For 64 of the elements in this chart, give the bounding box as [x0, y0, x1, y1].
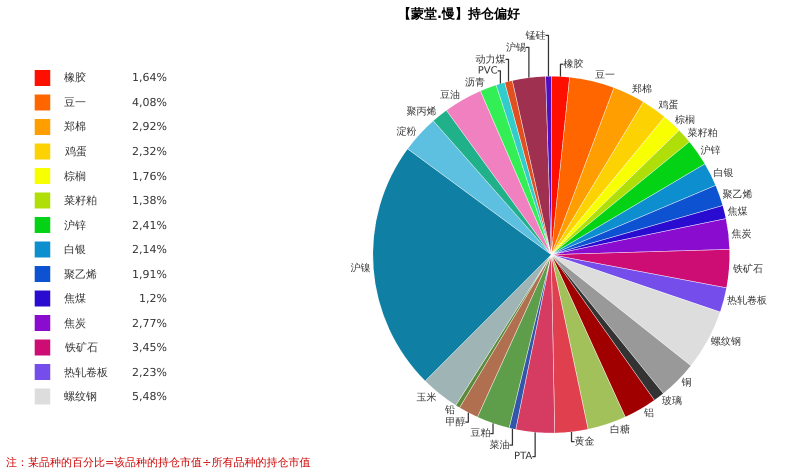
slice-label: 螺纹钢 [710, 336, 741, 348]
data-label: 1,91% [132, 268, 167, 281]
slice-label: 甲醇 [445, 416, 466, 428]
data-label: 5,48% [132, 390, 167, 403]
legend-label: 棕榈 [64, 170, 86, 183]
slice-label: 白糖 [610, 424, 630, 436]
slice-label: 菜油 [489, 439, 510, 452]
slice-label: 铝 [643, 408, 654, 420]
legend-label: 螺纹钢 [64, 390, 97, 403]
legend-label: 焦炭 [64, 317, 86, 330]
slice-label: 铁矿石 [732, 262, 764, 275]
data-label: 4,08% [132, 96, 167, 109]
slice-label: 鸡蛋 [657, 98, 678, 111]
data-label: 2,92% [132, 120, 167, 133]
data-label: 2,32% [132, 145, 167, 158]
data-label: 3,45% [132, 341, 167, 354]
data-label: 2,23% [132, 366, 167, 379]
slice-label: 焦煤 [728, 206, 748, 218]
slice-label: 郑棉 [632, 83, 652, 96]
slice-label: 热轧卷板 [726, 294, 767, 306]
slice-label: 沪锌 [700, 144, 721, 157]
legend-label: 热轧卷板 [64, 366, 108, 379]
legend-label: 铁矿石 [64, 341, 98, 354]
text: 注：某品种的百分比=该品种的持仓市值÷所有品种的持仓市值 [6, 456, 310, 469]
slice-label: 黄金 [574, 436, 595, 448]
data-label: 1,76% [132, 170, 167, 183]
slice-label: PTA [514, 451, 532, 462]
slice-label: 棕榈 [675, 114, 696, 126]
slice-label: 豆粕 [470, 428, 490, 440]
legend-label: 聚乙烯 [64, 268, 97, 281]
legend-label: 郑棉 [64, 120, 86, 133]
slice-label: 焦炭 [732, 228, 752, 240]
slice-label: 沪镍 [350, 262, 370, 274]
legend-label: 橡胶 [64, 71, 86, 84]
slice-label: 动力煤 [476, 53, 506, 66]
slice-label: 聚丙烯 [406, 106, 437, 118]
legend-label: 鸡蛋 [64, 145, 87, 158]
slice-label: 锰硅 [524, 29, 546, 42]
slice-label: 白银 [714, 167, 734, 180]
legend-label: 焦煤 [64, 292, 86, 305]
chart-title: 【蒙堂.慢】持仓偏好 [398, 6, 520, 22]
legend-label: 豆一 [64, 96, 86, 109]
slice-label: 橡胶 [563, 58, 584, 70]
data-label: 1,38% [132, 194, 167, 207]
data-label: 2,14% [132, 243, 167, 256]
slice-label: 铅 [444, 405, 455, 416]
slice-label: 豆油 [440, 89, 460, 102]
data-label: 1,2% [139, 292, 167, 305]
legend-label: 菜籽粕 [64, 194, 97, 207]
slice-label: 沥青 [465, 76, 486, 88]
slice-label: 玻璃 [662, 394, 682, 407]
slice-label: 沪锡 [506, 41, 526, 54]
data-label: 1,64% [132, 71, 167, 84]
slice-label: 玉米 [416, 392, 437, 404]
slice-label: PVC [478, 65, 498, 76]
legend-label: 白银 [64, 243, 86, 256]
slice-label: 聚乙烯 [722, 188, 753, 201]
slice-label: 豆一 [594, 70, 615, 82]
legend-label: 沪锌 [64, 219, 86, 232]
data-label: 2,41% [132, 219, 167, 232]
slice-label: 菜籽粕 [687, 127, 718, 140]
slice-label: 铜 [680, 378, 692, 389]
slice-label: 淀粉 [396, 125, 417, 138]
data-label: 2,77% [132, 317, 167, 330]
